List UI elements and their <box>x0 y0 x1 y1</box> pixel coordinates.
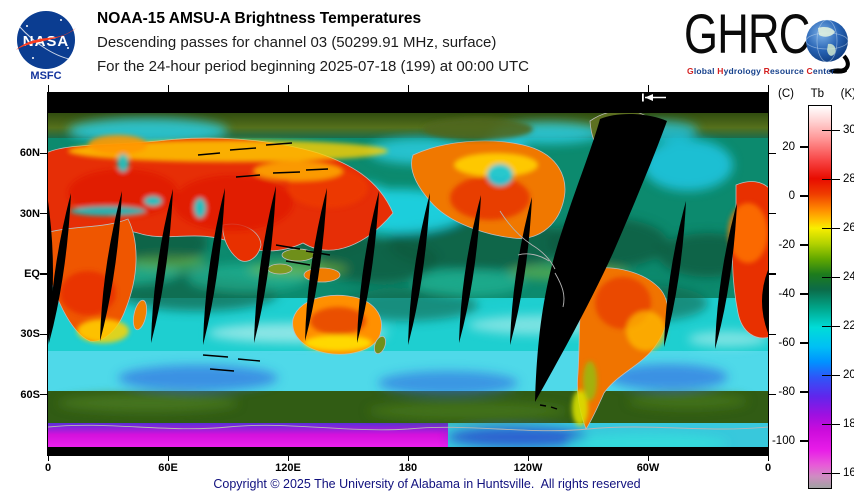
colorbar-kelvin-tick <box>822 178 840 181</box>
coastlines <box>47 210 769 432</box>
brightness-temperature-map <box>45 92 771 456</box>
map-image <box>45 93 771 455</box>
lon-tick-bottom <box>167 456 169 461</box>
msfc-label: MSFC <box>30 70 62 82</box>
colorbar-kelvin-tick <box>822 227 840 230</box>
colorbar-celsius-label: 20 <box>782 141 795 154</box>
colorbar-kelvin-label: 280 <box>843 173 854 186</box>
lon-label: 120E <box>275 462 301 474</box>
colorbar-kelvin-label: 180 <box>843 418 854 431</box>
lon-tick-top <box>287 85 289 92</box>
colorbar-celsius-label: -20 <box>778 239 795 252</box>
colorbar-celsius-tick <box>800 146 809 149</box>
colorbar-celsius-tick <box>800 244 809 246</box>
copyright-notice: Copyright © 2025 The University of Alaba… <box>213 477 641 491</box>
lat-label: 60N <box>19 147 40 160</box>
nasa-logo-image: NASA <box>16 11 76 69</box>
ghrc-globe-icon <box>804 18 854 79</box>
lat-tick-left <box>40 333 47 336</box>
page-subtitle-period: For the 24-hour period beginning 2025-07… <box>97 58 529 75</box>
colorbar-celsius-label: -60 <box>778 337 795 350</box>
colorbar-celsius-label: -40 <box>778 288 795 301</box>
lat-tick-right <box>769 393 776 396</box>
lon-tick-top <box>527 85 529 92</box>
lon-tick-bottom <box>527 456 529 461</box>
lat-label: 30S <box>20 328 40 341</box>
colorbar-kelvin-label: 200 <box>843 369 854 382</box>
ghrc-tagline-word: Hydrology <box>717 66 762 76</box>
colorbar-celsius-tick <box>800 195 809 198</box>
ghrc-tagline-word: Resource <box>763 66 804 76</box>
colorbar-celsius-tick <box>800 342 809 344</box>
new-zealand <box>373 335 387 355</box>
lat-tick-left <box>40 393 47 396</box>
wide-data-gap <box>535 113 667 402</box>
lon-tick-top <box>647 85 649 92</box>
lat-tick-right <box>769 333 776 336</box>
colorbar-celsius-label: 0 <box>788 190 795 203</box>
lat-tick-left <box>40 152 47 155</box>
lon-label: 0 <box>764 462 772 474</box>
colorbar-celsius-tick <box>800 293 809 295</box>
colorbar-kelvin-tick <box>822 129 840 132</box>
colorbar-celsius-tick <box>800 391 809 393</box>
colorbar-kelvin-label: 300 <box>843 124 854 137</box>
lon-label: 0 <box>44 462 52 474</box>
new-guinea <box>303 267 341 283</box>
colorbar-kelvin-tick <box>822 472 840 475</box>
scan-artifacts <box>197 142 558 410</box>
lat-tick-left <box>40 273 47 275</box>
lat-label: 30N <box>19 207 40 220</box>
colorbar-kelvin-tick <box>822 374 840 377</box>
ghrc-tagline-word: Global <box>687 66 715 76</box>
page-title: NOAA-15 AMSU-A Brightness Temperatures <box>97 10 422 27</box>
lat-label: 60S <box>20 388 40 401</box>
lat-label: EQ <box>24 268 40 280</box>
lon-tick-bottom <box>47 456 49 461</box>
lon-tick-bottom <box>647 456 649 461</box>
lon-tick-top <box>767 85 769 92</box>
colorbar-celsius-tick <box>800 440 809 442</box>
lat-tick-right <box>769 273 776 275</box>
colorbar-kelvin-tick <box>822 423 840 426</box>
lon-label: 60W <box>636 462 660 474</box>
colorbar-kelvin-unit: (K) <box>840 88 854 100</box>
page-subtitle-channel: Descending passes for channel 03 (50299.… <box>97 34 497 51</box>
colorbar-celsius-unit: (C) <box>778 88 794 100</box>
colorbar: 300280260240220200180160200-20-40-60-80-… <box>772 105 854 489</box>
no-data-top-strip <box>48 93 768 113</box>
colorbar-celsius-label: -80 <box>778 386 795 399</box>
lon-label: 180 <box>398 462 418 474</box>
colorbar-kelvin-tick <box>822 325 840 328</box>
colorbar-header: (C) Tb (K) <box>778 88 854 100</box>
no-data-bottom-strip <box>48 447 768 455</box>
colorbar-tb-label: Tb <box>810 88 825 100</box>
antarctica-left <box>48 423 450 449</box>
colorbar-celsius-label: -100 <box>771 435 795 448</box>
lon-label: 120W <box>513 462 543 474</box>
lon-tick-bottom <box>407 456 409 461</box>
lat-tick-left <box>40 212 47 215</box>
lon-tick-top <box>47 85 49 92</box>
lon-tick-bottom <box>287 456 289 461</box>
colorbar-kelvin-label: 260 <box>843 222 854 235</box>
lon-tick-top <box>407 85 409 92</box>
lon-tick-bottom <box>767 456 769 461</box>
colorbar-kelvin-label: 240 <box>843 271 854 284</box>
colorbar-kelvin-tick <box>822 276 840 279</box>
nasa-logo: NASA <box>13 10 79 88</box>
colorbar-kelvin-label: 160 <box>843 467 854 480</box>
day-start-marker-icon <box>642 93 666 102</box>
ghrc-tagline-word: Center <box>806 66 835 76</box>
lat-tick-right <box>769 152 776 155</box>
madagascar <box>132 299 148 331</box>
ghrc-logo-text: GHRC <box>684 2 810 65</box>
ghrc-tagline: Global Hydrology Resource Center <box>687 66 854 76</box>
lon-label: 60E <box>158 462 178 474</box>
lat-tick-right <box>769 212 776 215</box>
colorbar-kelvin-label: 220 <box>843 320 854 333</box>
lon-tick-top <box>167 85 169 92</box>
orbit-gap-swaths <box>48 113 768 402</box>
